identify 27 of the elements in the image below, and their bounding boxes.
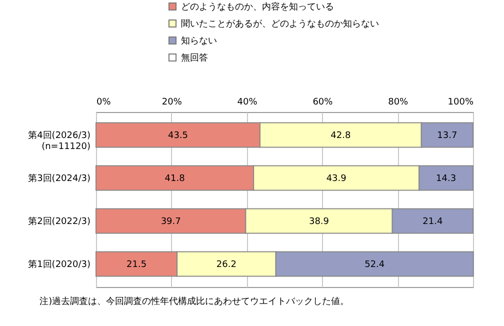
x-tick-label: 80%: [388, 98, 409, 108]
data-label: 52.4: [364, 260, 385, 270]
data-label: 14.3: [436, 174, 456, 184]
data-label: 38.9: [308, 217, 330, 227]
data-label: 42.8: [330, 131, 351, 142]
legend-label: 聞いたことがあるが、どのようなものか知らない: [181, 18, 379, 30]
y-tick-label: 第4回(2026/3) (n=11120): [28, 130, 90, 152]
x-tick-label: 100%: [448, 98, 474, 108]
y-tick-label: 第1回(2020/3): [28, 258, 90, 270]
data-label: 21.5: [126, 260, 147, 270]
x-tick-label: 0%: [96, 98, 112, 108]
y-tick-label: 第3回(2024/3): [28, 173, 90, 184]
x-tick-label: 60%: [312, 98, 334, 108]
x-tick-label: 40%: [237, 98, 258, 108]
legend-label: どのようなものか、内容を知っている: [181, 2, 334, 12]
data-label: 43.9: [326, 174, 347, 184]
y-tick-label: 第2回(2022/3): [28, 216, 90, 227]
legend-label: 知らない: [181, 36, 217, 46]
data-label: 41.8: [164, 174, 186, 184]
data-label: 13.7: [437, 131, 458, 142]
x-tick-label: 20%: [162, 98, 182, 108]
data-label: 39.7: [160, 217, 181, 227]
data-label: 26.2: [216, 260, 236, 270]
data-label: 21.4: [422, 217, 443, 227]
data-label: 43.5: [168, 131, 188, 142]
legend-label: 無回答: [181, 52, 208, 64]
text: 注)過去調査は、今回調査の性年代構成比にあわせてウエイトバックした値。: [40, 296, 350, 307]
